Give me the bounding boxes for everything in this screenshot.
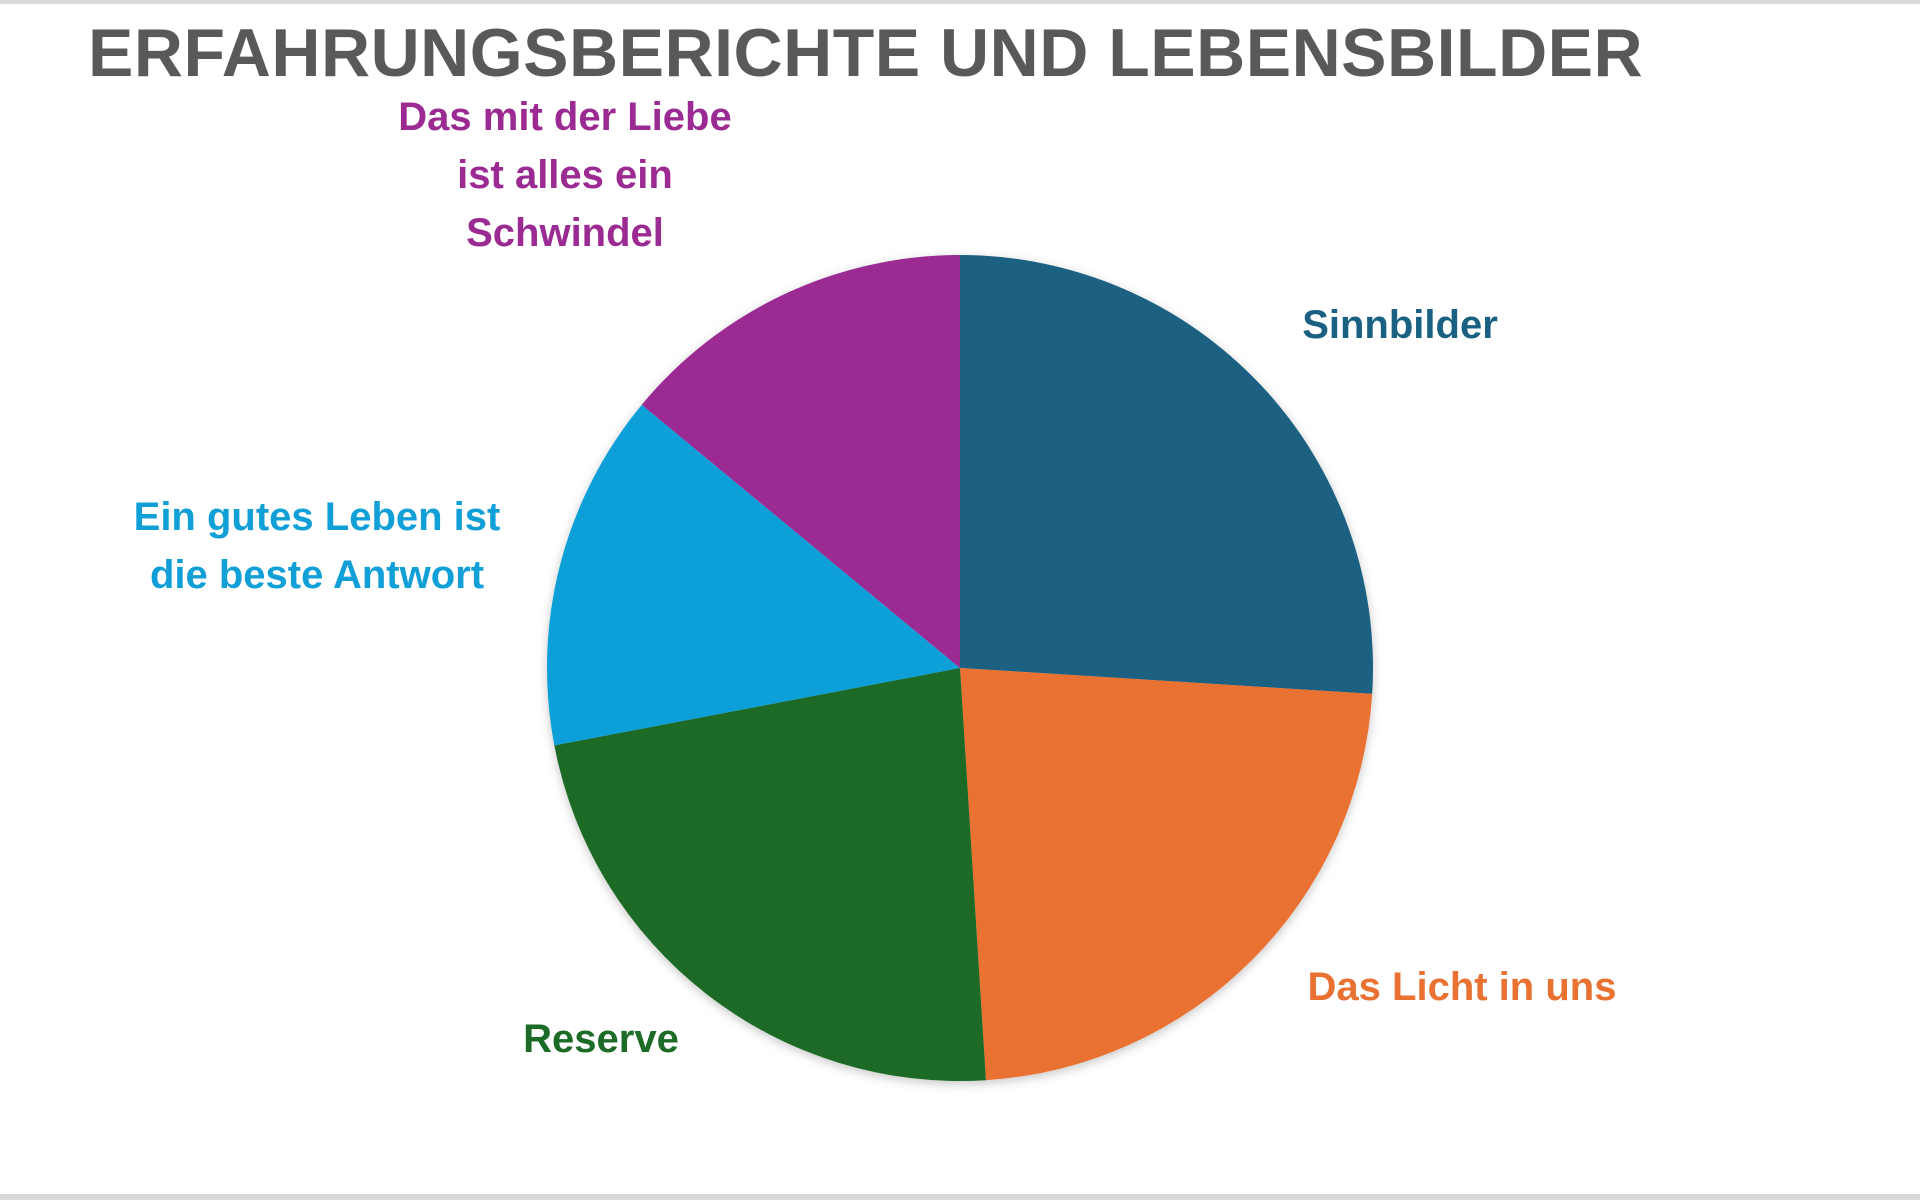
pie-slice-das-licht-in-uns: [960, 668, 1373, 1081]
chart-title: ERFAHRUNGSBERICHTE UND LEBENSBILDER: [88, 15, 1644, 91]
pie-slice-ein-gutes-leben-ist-die-beste-antwort: [547, 404, 960, 746]
slice-label-line: Das Licht in uns: [1308, 965, 1617, 1009]
slice-label-line: die beste Antwort: [150, 553, 484, 597]
pie-slice-reserve: [554, 668, 986, 1082]
slice-labels: Sinnbilder Das Licht in uns Reserve Ein gut…: [134, 95, 1617, 1061]
slice-label-line: Ein gutes Leben ist: [134, 495, 501, 539]
slice-label-ein-gutes-leben-ist-die-beste-antwort: Ein gutes Leben ist die beste Antwort: [134, 495, 501, 597]
slice-label-line: Sinnbilder: [1302, 303, 1498, 347]
slice-label-line: ist alles ein: [457, 153, 673, 197]
pie-slice-sinnbilder: [960, 255, 1374, 694]
slice-label-line: Schwindel: [466, 211, 664, 255]
bottom-border: [0, 1194, 1920, 1200]
slice-label-sinnbilder: Sinnbilder: [1302, 303, 1498, 347]
slice-label-line: Reserve: [523, 1017, 679, 1061]
pie-slice-das-mit-der-liebe-ist-alles-ein-schwindel: [641, 255, 960, 668]
pie-slices: [547, 255, 1374, 1082]
slice-label-das-mit-der-liebe-ist-alles-ein-schwindel: Das mit der Liebe ist alles ein Schwindel: [398, 95, 731, 255]
slice-label-line: Das mit der Liebe: [398, 95, 731, 139]
top-border: [0, 0, 1920, 4]
slice-label-reserve: Reserve: [523, 1017, 679, 1061]
slice-label-das-licht-in-uns: Das Licht in uns: [1308, 965, 1617, 1009]
